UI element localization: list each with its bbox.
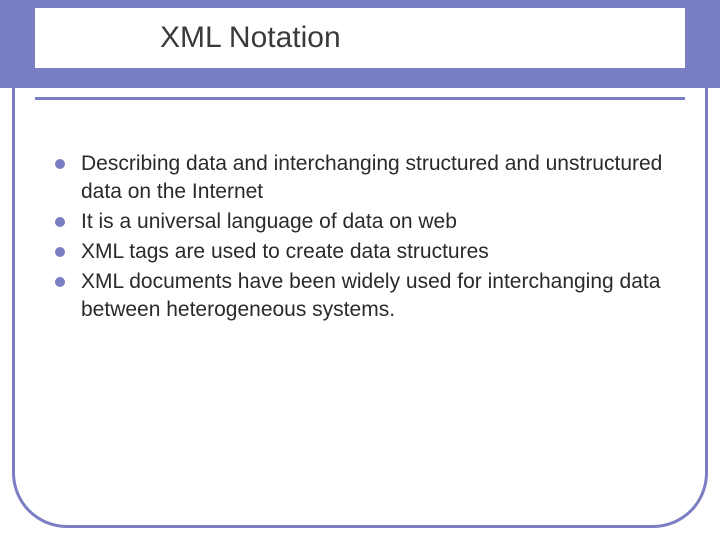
bullet-list: Describing data and interchanging struct… [55, 150, 665, 326]
bullet-text: Describing data and interchanging struct… [81, 150, 665, 206]
slide-title: XML Notation [160, 21, 341, 55]
bullet-dot-icon [55, 277, 65, 287]
bullet-text: XML documents have been widely used for … [81, 268, 665, 324]
bullet-text: XML tags are used to create data structu… [81, 238, 489, 266]
bullet-item: Describing data and interchanging struct… [55, 150, 665, 206]
bullet-item: XML documents have been widely used for … [55, 268, 665, 324]
bullet-dot-icon [55, 217, 65, 227]
bullet-item: It is a universal language of data on we… [55, 208, 665, 236]
bullet-dot-icon [55, 247, 65, 257]
bullet-dot-icon [55, 159, 65, 169]
bullet-item: XML tags are used to create data structu… [55, 238, 665, 266]
title-bar: XML Notation [35, 8, 685, 68]
bullet-text: It is a universal language of data on we… [81, 208, 457, 236]
